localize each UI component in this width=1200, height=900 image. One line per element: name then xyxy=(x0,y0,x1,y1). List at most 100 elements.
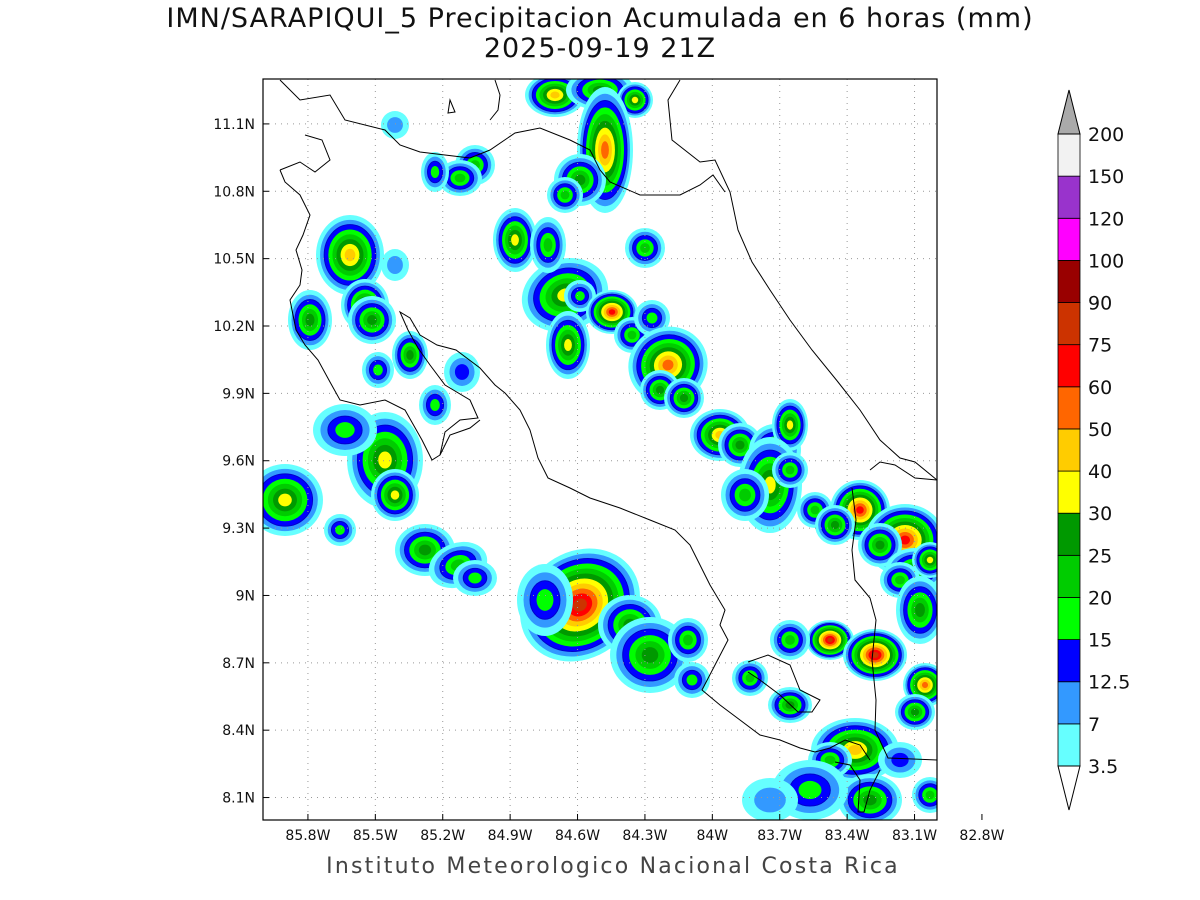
precip-cell xyxy=(392,331,428,379)
lat-tick-label: 8.1N xyxy=(222,791,255,807)
precip-cell xyxy=(362,352,394,388)
precip-contour-line xyxy=(918,783,937,807)
precip-cell xyxy=(625,228,665,268)
precip-contour-line xyxy=(916,546,937,574)
precip-contour xyxy=(899,535,911,545)
precip-contour xyxy=(679,393,689,403)
precip-cell xyxy=(721,469,769,521)
precip-contour-line xyxy=(427,160,443,184)
lon-tick-label: 82.8W xyxy=(959,828,1004,844)
precip-contour-line xyxy=(425,393,445,417)
precip-contour-line xyxy=(590,293,634,331)
precip-cell xyxy=(444,352,480,392)
precip-contour-line xyxy=(570,286,590,306)
precip-contour-line xyxy=(529,580,561,620)
precip-contour xyxy=(560,190,570,200)
precip-contour xyxy=(646,312,658,324)
precip-contour xyxy=(627,330,637,340)
precip-contour-line xyxy=(327,415,363,445)
legend-level-label: 40 xyxy=(1088,461,1112,483)
precip-contour xyxy=(856,506,864,514)
precip-cell xyxy=(668,618,708,662)
precip-contour xyxy=(735,440,745,450)
map-valid-time: 2025-09-19 21Z xyxy=(483,33,717,64)
legend-level-label: 100 xyxy=(1088,250,1124,272)
precip-contour xyxy=(921,681,929,689)
precip-contour xyxy=(895,575,905,585)
precip-contour-line xyxy=(397,338,423,372)
legend-color-box xyxy=(1057,597,1081,641)
island-marker xyxy=(447,98,456,114)
precip-contour xyxy=(798,780,822,800)
precip-contour-line xyxy=(777,627,803,653)
precip-cell xyxy=(912,777,937,813)
legend-level-label: 20 xyxy=(1088,587,1112,609)
lon-tick-label: 84.6W xyxy=(555,828,600,844)
lat-lon-grid xyxy=(263,79,937,820)
precip-contour xyxy=(378,451,392,469)
precip-contour-line xyxy=(774,692,806,718)
precip-contour xyxy=(601,141,609,159)
legend-color-box xyxy=(1057,681,1081,725)
nicaragua-coast-north xyxy=(279,134,331,173)
legend-color-box xyxy=(1057,175,1081,219)
precip-contour xyxy=(305,313,315,327)
precip-cell xyxy=(316,215,384,295)
precip-cell xyxy=(421,152,449,192)
legend-under-arrow xyxy=(1057,765,1081,811)
precip-cell xyxy=(634,300,670,336)
footer-credit: Instituto Meteorologico Nacional Costa R… xyxy=(326,854,900,879)
precip-contour xyxy=(786,420,794,430)
legend-color-box xyxy=(1057,512,1081,556)
legend-color-box xyxy=(1057,344,1081,388)
lat-tick-label: 10.5N xyxy=(213,252,255,268)
precip-contour-line xyxy=(776,405,804,445)
precip-contour xyxy=(511,234,519,246)
nicaragua-costa-rica-border xyxy=(279,79,726,196)
lon-tick-label: 84.3W xyxy=(622,828,667,844)
lat-tick-label: 8.7N xyxy=(222,656,255,672)
legend-level-label: 120 xyxy=(1088,208,1124,230)
legend-level-label: 30 xyxy=(1088,503,1112,525)
guanacaste-coast xyxy=(279,169,871,761)
precip-contour xyxy=(910,708,920,716)
precip-contour xyxy=(335,525,345,535)
precip-contour-line xyxy=(462,567,488,589)
precip-contour xyxy=(536,589,554,611)
precip-cell xyxy=(912,542,937,578)
lon-tick-label: 84W xyxy=(696,828,728,844)
precip-cell xyxy=(732,660,768,696)
legend-level-label: 12.5 xyxy=(1088,672,1130,694)
precip-contour xyxy=(430,398,440,412)
precip-contour xyxy=(335,422,355,438)
precip-contour xyxy=(662,359,674,371)
legend-level-label: 90 xyxy=(1088,293,1112,315)
legend-over-arrow xyxy=(1057,89,1081,135)
caribbean-coast xyxy=(667,79,937,481)
precip-contour-line xyxy=(582,100,628,200)
precip-contour xyxy=(686,674,698,686)
precip-contour xyxy=(830,520,840,530)
precip-contour xyxy=(739,488,751,502)
nicaragua-lake-shore xyxy=(489,79,501,121)
precip-contour xyxy=(430,165,440,179)
precip-cell xyxy=(843,629,907,681)
precip-contour xyxy=(655,385,665,395)
lon-tick-label: 84.9W xyxy=(488,828,533,844)
precip-cell xyxy=(903,663,937,707)
burica-peninsula xyxy=(834,761,881,813)
lat-tick-label: 8.4N xyxy=(222,723,255,739)
legend-color-box xyxy=(1057,259,1081,303)
precip-contour-line xyxy=(820,510,850,540)
legend-level-label: 15 xyxy=(1088,630,1112,652)
precip-cell xyxy=(438,160,482,196)
lon-tick-label: 85.8W xyxy=(285,828,330,844)
map-axes: 85.8W 85.5W 85.2W 84.9W 84.6W 84.3W 84W 83.7W 83… xyxy=(213,117,1004,844)
precip-contour xyxy=(390,490,400,500)
precip-contour-line xyxy=(553,183,577,207)
precip-contour-line xyxy=(294,299,326,341)
precip-contour-line xyxy=(551,319,585,371)
lat-tick-label: 9N xyxy=(236,588,255,604)
legend-color-box xyxy=(1057,302,1081,346)
precip-cell xyxy=(815,505,855,545)
